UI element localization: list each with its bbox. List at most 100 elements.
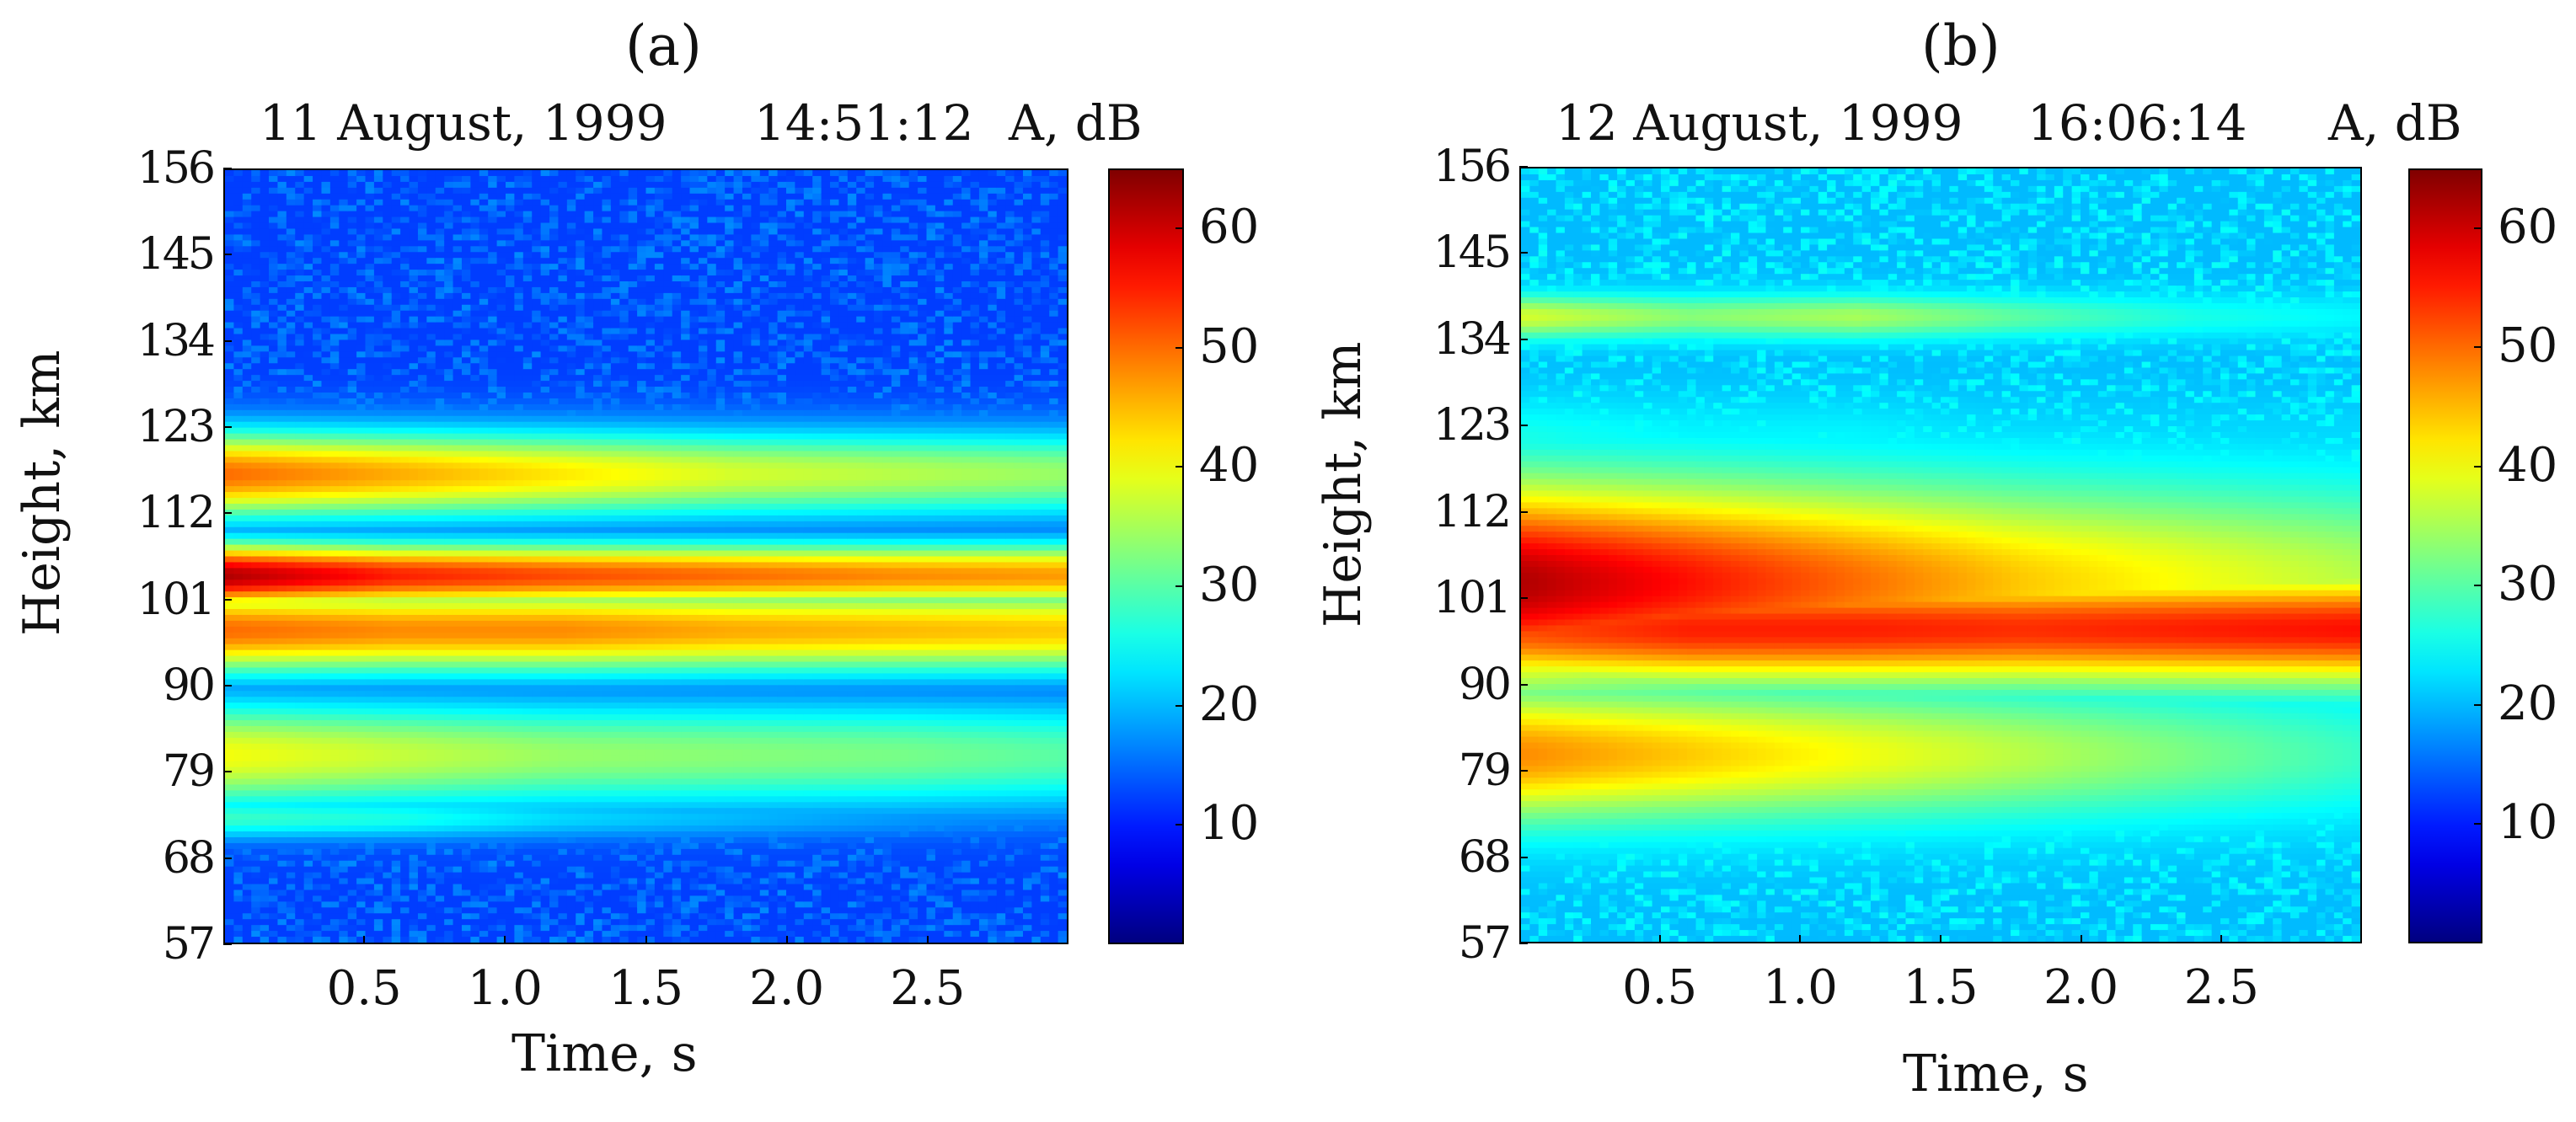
heatmap-cell — [470, 814, 480, 820]
heatmap-cell — [470, 731, 480, 739]
heatmap-cell — [286, 895, 296, 902]
heatmap-cell — [277, 878, 287, 885]
heatmap-cell — [417, 825, 427, 832]
heatmap-cell — [488, 298, 498, 306]
heatmap-cell — [400, 403, 410, 411]
heatmap-cell — [532, 842, 542, 850]
heatmap-cell — [286, 304, 296, 312]
heatmap-cell — [532, 503, 542, 510]
heatmap-cell — [400, 457, 410, 463]
heatmap-cell — [329, 685, 340, 692]
heatmap-cell — [365, 486, 375, 493]
heatmap-cell — [479, 937, 489, 943]
heatmap-cell — [251, 280, 261, 288]
heatmap-cell — [260, 532, 270, 540]
heatmap-cell — [225, 814, 235, 820]
heatmap-cell — [470, 925, 480, 932]
heatmap-cell — [479, 580, 489, 586]
heatmap-cell — [532, 737, 542, 745]
heatmap-cell — [479, 761, 489, 768]
heatmap-cell — [435, 503, 445, 510]
heatmap-cell — [488, 814, 498, 820]
heatmap-cell — [532, 322, 542, 329]
heatmap-cell — [488, 772, 498, 780]
heatmap-cell — [488, 568, 498, 574]
heatmap-cell — [522, 743, 533, 751]
heatmap-cell — [409, 644, 419, 651]
heatmap-cell — [383, 451, 393, 457]
heatmap-cell — [506, 866, 516, 874]
heatmap-cell — [522, 228, 533, 236]
heatmap-cell — [522, 655, 533, 663]
heatmap-cell — [339, 597, 349, 604]
heatmap-cell — [347, 679, 357, 686]
heatmap-cell — [303, 620, 313, 628]
heatmap-cell — [303, 568, 313, 574]
heatmap-cell — [321, 691, 331, 697]
heatmap-cell — [233, 790, 244, 797]
heatmap-cell — [453, 890, 463, 897]
heatmap-cell — [365, 556, 375, 564]
heatmap-cell — [426, 890, 436, 897]
heatmap-cell — [356, 603, 367, 610]
heatmap-cell — [329, 486, 340, 493]
heatmap-cell — [417, 743, 427, 751]
heatmap-cell — [260, 937, 270, 943]
heatmap-cell — [329, 767, 340, 774]
heatmap-cell — [444, 632, 454, 639]
heatmap-cell — [400, 451, 410, 457]
heatmap-cell — [479, 585, 489, 592]
heatmap-cell — [496, 743, 506, 751]
heatmap-cell — [356, 772, 367, 780]
heatmap-cell — [251, 181, 261, 189]
heatmap-cell — [286, 392, 296, 399]
heatmap-cell — [488, 620, 498, 628]
heatmap-cell — [347, 240, 357, 247]
heatmap-cell — [295, 697, 305, 703]
heatmap-cell — [295, 820, 305, 826]
heatmap-cell — [356, 398, 367, 405]
heatmap-cell — [540, 433, 550, 441]
heatmap-cell — [470, 486, 480, 493]
heatmap-cell — [496, 304, 506, 312]
heatmap-cell — [540, 427, 550, 435]
heatmap-cell — [233, 655, 244, 663]
heatmap-cell — [506, 638, 516, 645]
heatmap-cell — [409, 421, 419, 429]
heatmap-cell — [339, 205, 349, 212]
heatmap-cell — [453, 387, 463, 393]
heatmap-cell — [514, 725, 524, 733]
heatmap-cell — [391, 609, 401, 616]
heatmap-cell — [347, 620, 357, 628]
heatmap-cell — [400, 836, 410, 844]
heatmap-cell — [277, 187, 287, 195]
heatmap-cell — [260, 614, 270, 622]
heatmap-cell — [347, 755, 357, 762]
heatmap-cell — [391, 591, 401, 598]
heatmap-cell — [514, 445, 524, 452]
heatmap-cell — [329, 691, 340, 697]
heatmap-cell — [356, 363, 367, 370]
heatmap-cell — [461, 790, 471, 797]
heatmap-cell — [549, 538, 560, 546]
heatmap-cell — [260, 836, 270, 844]
heatmap-cell — [540, 415, 550, 423]
heatmap-cell — [532, 632, 542, 639]
heatmap-cell — [461, 562, 471, 569]
heatmap-cell — [373, 802, 383, 809]
heatmap-cell — [426, 714, 436, 721]
heatmap-cell — [400, 211, 410, 218]
heatmap-cell — [242, 322, 252, 329]
heatmap-cell — [295, 632, 305, 639]
heatmap-cell — [260, 205, 270, 212]
heatmap-cell — [242, 199, 252, 206]
heatmap-cell — [260, 580, 270, 586]
heatmap-cell — [479, 532, 489, 540]
heatmap-cell — [488, 345, 498, 352]
heatmap-cell — [347, 580, 357, 586]
heatmap-cell — [365, 708, 375, 715]
heatmap-cell — [286, 562, 296, 569]
heatmap-cell — [506, 392, 516, 399]
heatmap-cell — [417, 632, 427, 639]
heatmap-cell — [461, 685, 471, 692]
